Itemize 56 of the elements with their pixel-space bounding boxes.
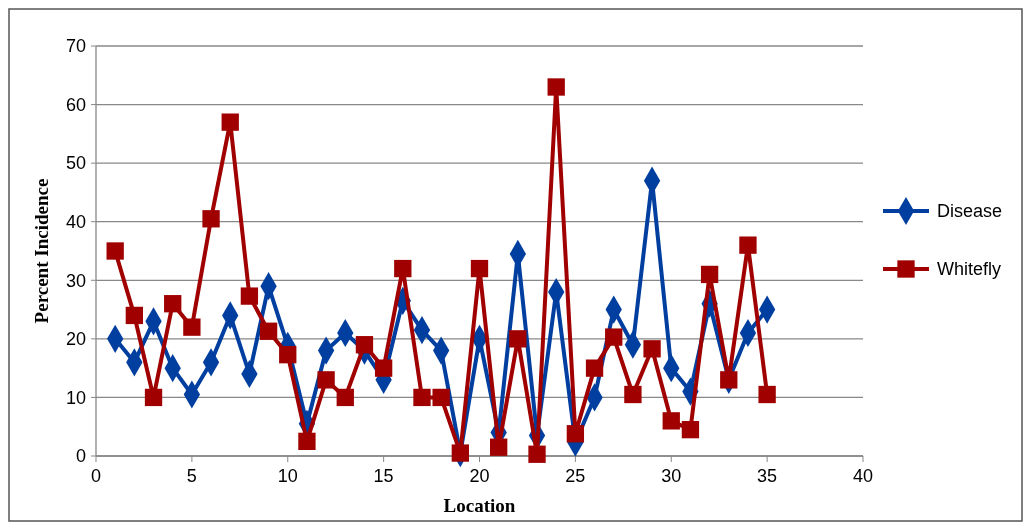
point (202, 210, 220, 228)
point (547, 78, 565, 96)
y-tick-label: 60 (65, 94, 86, 115)
y-tick-label: 40 (65, 212, 86, 233)
point (259, 322, 278, 340)
point (451, 444, 469, 462)
y-tick-label: 10 (65, 387, 86, 408)
x-tick-label: 0 (90, 466, 102, 486)
point (585, 359, 604, 377)
point (336, 388, 354, 407)
point (758, 385, 776, 404)
point (509, 330, 527, 348)
point (432, 388, 450, 407)
point (413, 388, 431, 407)
point (317, 371, 335, 389)
x-tick-label: 40 (852, 466, 874, 486)
point (164, 295, 182, 313)
point (106, 242, 124, 260)
point (374, 359, 393, 377)
point (221, 113, 239, 131)
point (470, 259, 489, 278)
y-tick-label: 0 (75, 446, 86, 467)
y-tick-label: 70 (65, 36, 86, 57)
point (125, 306, 144, 325)
point (739, 236, 757, 254)
point (240, 287, 259, 305)
x-tick-label: 30 (661, 466, 682, 486)
y-tick-label: 30 (65, 270, 86, 291)
y-tick-label: 50 (65, 153, 86, 174)
x-tick-label: 25 (565, 466, 586, 486)
x-tick-label: 5 (186, 466, 197, 486)
x-tick-label: 35 (757, 466, 778, 486)
point (662, 412, 680, 430)
x-tick-label: 20 (469, 466, 490, 486)
legend-label: Whitefly (937, 259, 1002, 280)
y-axis-title: Percent Incidence (31, 178, 52, 324)
point (394, 259, 412, 278)
y-tick-label: 20 (65, 329, 86, 350)
point (643, 340, 661, 358)
point (528, 445, 546, 463)
point (720, 371, 738, 389)
point (298, 432, 316, 451)
x-axis-title: Location (443, 495, 516, 516)
point (566, 425, 585, 443)
legend-label: Disease (937, 201, 1003, 222)
x-tick-label: 15 (373, 466, 394, 486)
point (144, 388, 163, 407)
x-tick-label: 10 (277, 466, 298, 486)
point (279, 346, 297, 364)
point (605, 328, 623, 346)
point (490, 438, 508, 456)
point (681, 420, 700, 439)
point (700, 265, 719, 284)
point (624, 385, 642, 404)
point (355, 336, 374, 354)
point (183, 318, 201, 336)
